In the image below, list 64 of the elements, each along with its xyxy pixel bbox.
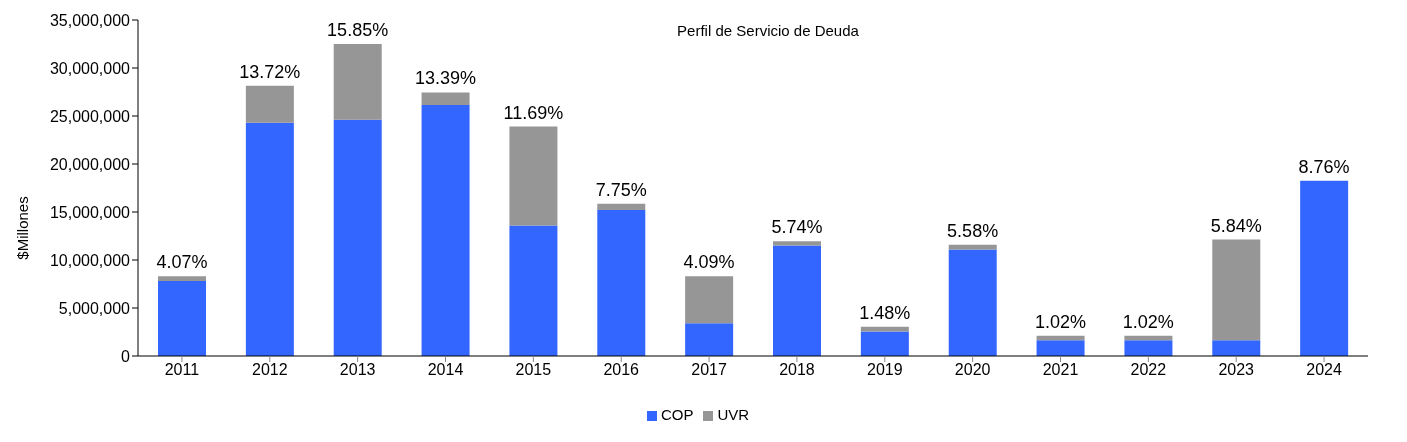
bar bbox=[158, 276, 206, 282]
bar bbox=[1300, 180, 1349, 356]
x-tick-label: 2021 bbox=[1042, 361, 1079, 379]
x-tick-label: 2015 bbox=[515, 361, 552, 379]
y-tick-label: 0 bbox=[121, 347, 131, 365]
x-tick-label: 2016 bbox=[603, 361, 640, 379]
bar bbox=[509, 126, 558, 226]
bar bbox=[509, 225, 558, 356]
y-tick-label: 10,000,000 bbox=[49, 251, 131, 269]
annotation: 1.02% bbox=[1122, 311, 1174, 332]
x-tick-label: 2019 bbox=[866, 361, 903, 379]
x-tick-label: 2012 bbox=[251, 361, 288, 379]
bar bbox=[333, 119, 382, 356]
legend-label: UVR bbox=[717, 406, 750, 423]
x-tick-label: 2018 bbox=[779, 361, 815, 379]
y-tick-label: 25,000,000 bbox=[49, 107, 131, 125]
y-tick-label: 35,000,000 bbox=[49, 11, 131, 29]
bar bbox=[948, 249, 997, 356]
bar bbox=[860, 331, 909, 356]
bar bbox=[773, 241, 821, 246]
x-tick-label: 2023 bbox=[1218, 361, 1255, 379]
bar bbox=[685, 323, 734, 356]
bar bbox=[773, 245, 821, 356]
annotation: 1.02% bbox=[1034, 311, 1087, 332]
annotation: 1.48% bbox=[859, 302, 911, 323]
x-tick-label: 2011 bbox=[164, 361, 200, 379]
legend-label: COP bbox=[660, 406, 694, 423]
bar bbox=[1212, 340, 1261, 356]
bar bbox=[1212, 239, 1261, 341]
x-tick-label: 2022 bbox=[1130, 361, 1167, 379]
bar bbox=[245, 122, 294, 356]
annotation: 5.74% bbox=[771, 217, 823, 238]
chart-title: Perfil de Servicio de Deuda bbox=[677, 22, 859, 39]
x-tick-label: 2024 bbox=[1306, 361, 1342, 379]
annotation: 4.09% bbox=[683, 252, 735, 273]
bar bbox=[597, 203, 646, 211]
bar bbox=[597, 210, 646, 356]
annotation: 13.39% bbox=[414, 68, 477, 89]
x-tick-label: 2017 bbox=[691, 361, 727, 379]
bar bbox=[1036, 340, 1085, 356]
bar bbox=[860, 326, 909, 332]
x-tick-label: 2014 bbox=[427, 361, 464, 379]
x-tick-label: 2013 bbox=[339, 361, 376, 379]
y-tick-label: 20,000,000 bbox=[49, 155, 131, 173]
annotation: 15.85% bbox=[327, 20, 389, 40]
annotation: 8.76% bbox=[1298, 156, 1350, 177]
y-tick-label: 15,000,000 bbox=[49, 203, 131, 221]
y-axis-title: $Millones bbox=[14, 196, 32, 260]
bar bbox=[421, 104, 470, 356]
bar bbox=[685, 276, 734, 324]
bar bbox=[333, 44, 382, 120]
annotation: 5.84% bbox=[1210, 215, 1262, 236]
x-tick-label: 2020 bbox=[954, 361, 991, 379]
bar bbox=[1124, 340, 1173, 356]
annotation: 4.07% bbox=[156, 252, 208, 273]
annotation: 11.69% bbox=[503, 102, 564, 123]
bar bbox=[245, 85, 294, 123]
y-tick-label: 5,000,000 bbox=[58, 299, 131, 317]
y-tick-label: 30,000,000 bbox=[49, 59, 131, 77]
annotation: 7.75% bbox=[595, 179, 647, 200]
bar bbox=[158, 281, 206, 356]
annotation: 13.72% bbox=[239, 61, 301, 82]
bar bbox=[421, 92, 470, 105]
annotation: 5.58% bbox=[947, 220, 999, 241]
